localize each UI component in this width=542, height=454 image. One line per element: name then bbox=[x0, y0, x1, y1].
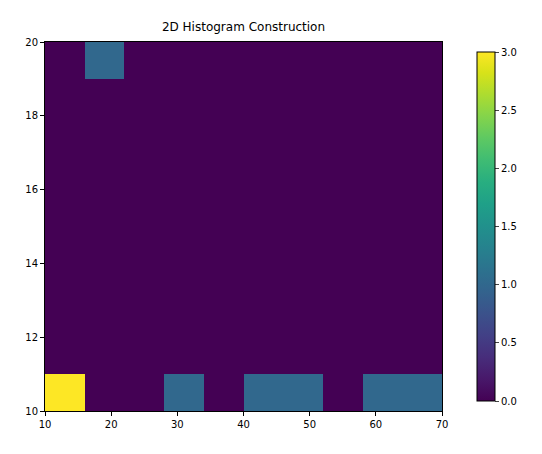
svg-text:60: 60 bbox=[369, 419, 382, 430]
svg-text:12: 12 bbox=[25, 332, 38, 343]
svg-text:40: 40 bbox=[237, 419, 250, 430]
svg-text:16: 16 bbox=[25, 184, 38, 195]
svg-text:20: 20 bbox=[25, 37, 38, 48]
svg-text:1.5: 1.5 bbox=[501, 221, 517, 232]
svg-text:20: 20 bbox=[105, 419, 118, 430]
svg-text:2D Histogram Construction: 2D Histogram Construction bbox=[162, 20, 325, 34]
svg-text:2.5: 2.5 bbox=[501, 105, 517, 116]
svg-text:18: 18 bbox=[25, 110, 38, 121]
svg-text:30: 30 bbox=[171, 419, 184, 430]
svg-text:50: 50 bbox=[303, 419, 316, 430]
svg-text:0.0: 0.0 bbox=[501, 396, 517, 407]
svg-text:10: 10 bbox=[25, 406, 38, 417]
svg-text:0.5: 0.5 bbox=[501, 337, 517, 348]
svg-text:2.0: 2.0 bbox=[501, 163, 517, 174]
svg-text:70: 70 bbox=[436, 419, 449, 430]
svg-text:3.0: 3.0 bbox=[501, 47, 517, 58]
svg-text:1.0: 1.0 bbox=[501, 279, 517, 290]
svg-text:14: 14 bbox=[25, 258, 38, 269]
svg-text:10: 10 bbox=[39, 419, 52, 430]
